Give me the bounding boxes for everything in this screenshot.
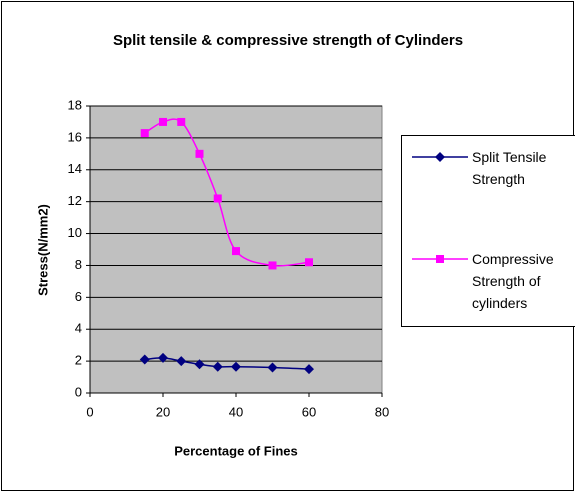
- marker: [304, 364, 314, 375]
- x-tick-label: 40: [229, 404, 243, 419]
- marker: [158, 352, 168, 363]
- marker: [232, 247, 240, 256]
- x-tick-label: 20: [156, 404, 170, 419]
- legend-label: Split Tensile Strength: [472, 149, 547, 187]
- y-tick-label: 16: [68, 129, 82, 144]
- y-tick-label: 18: [68, 97, 82, 112]
- marker: [159, 117, 167, 126]
- marker: [305, 258, 313, 267]
- marker: [176, 356, 187, 367]
- legend-symbol: [412, 152, 468, 162]
- legend-label: Compressive Strength of cylinders: [472, 251, 554, 311]
- marker: [212, 361, 223, 372]
- marker: [435, 152, 445, 162]
- marker: [139, 354, 150, 365]
- y-tick-label: 4: [75, 321, 82, 336]
- marker: [267, 362, 278, 373]
- marker: [177, 117, 186, 126]
- chart-title: Split tensile & compressive strength of …: [113, 32, 463, 49]
- y-axis-label: Stress(N/mm2): [35, 204, 50, 296]
- legend-symbol: [412, 255, 468, 263]
- marker: [231, 361, 241, 372]
- y-tick-label: 12: [68, 193, 82, 208]
- marker: [195, 149, 204, 158]
- x-tick-label: 80: [375, 404, 389, 419]
- y-tick-label: 8: [75, 257, 82, 272]
- y-tick-label: 0: [75, 384, 82, 399]
- marker: [140, 129, 149, 138]
- y-tick-label: 6: [75, 289, 82, 304]
- y-tick-label: 10: [68, 225, 82, 240]
- y-tick-label: 2: [75, 353, 82, 368]
- legend: Split Tensile Strength Compressive Streng…: [401, 135, 575, 327]
- y-tick-label: 14: [68, 161, 82, 176]
- x-tick-label: 0: [86, 404, 93, 419]
- x-axis-label: Percentage of Fines: [174, 443, 298, 458]
- marker: [194, 359, 205, 370]
- marker: [436, 255, 444, 263]
- marker: [268, 261, 277, 270]
- x-tick-label: 60: [302, 404, 316, 419]
- marker: [213, 194, 222, 203]
